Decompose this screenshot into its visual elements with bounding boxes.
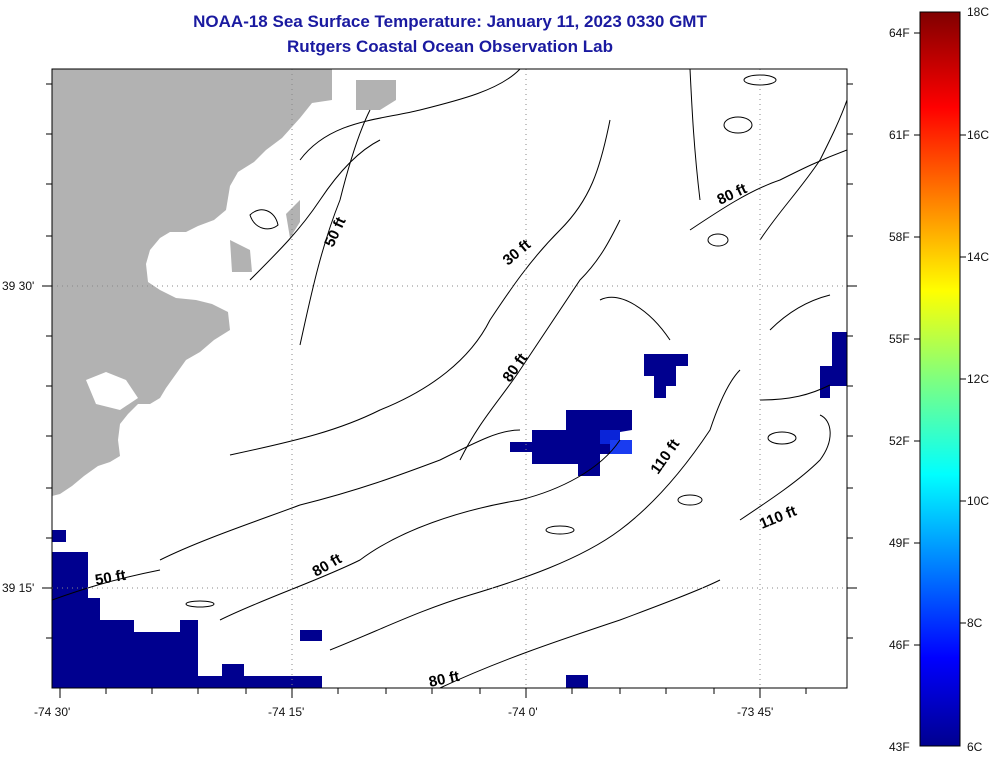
axis-ticks (42, 83, 857, 698)
bathymetry-contours (52, 69, 847, 688)
colorbar (919, 11, 961, 747)
colorbar-f-label: 64F (889, 26, 910, 40)
x-tick-label: -74 30' (34, 705, 71, 719)
map-subtitle: Rutgers Coastal Ocean Observation Lab (287, 37, 613, 56)
colorbar-f-label: 61F (889, 128, 910, 142)
map-title: NOAA-18 Sea Surface Temperature: January… (193, 12, 707, 31)
colorbar-c-label: 16C (967, 128, 990, 142)
contour-label-80ft-a: 80 ft (499, 350, 531, 385)
land-bay (86, 372, 138, 410)
colorbar-c-label: 12C (967, 372, 990, 386)
colorbar-c-label: 6C (967, 740, 983, 754)
land-area (52, 69, 332, 496)
x-tick-label: -74 15' (268, 705, 305, 719)
colorbar-c-label: 14C (967, 250, 990, 264)
colorbar-f-label: 55F (889, 332, 910, 346)
y-tick-label: 39 30' (2, 279, 35, 293)
contour-label-110ft-b: 110 ft (757, 503, 799, 533)
colorbar-ticks (914, 32, 966, 646)
grid-lines (52, 69, 847, 688)
colorbar-f-label: 46F (889, 638, 910, 652)
contour-label-50ft-b: 50 ft (94, 567, 127, 589)
contour-label-110ft-a: 110 ft (647, 436, 683, 477)
contour-label-80ft-b: 80 ft (715, 180, 750, 208)
colorbar-f-label: 49F (889, 536, 910, 550)
contour-label-80ft-d: 80 ft (427, 668, 461, 691)
contour-label-80ft-c: 80 ft (310, 550, 345, 580)
cold-water-patches (52, 332, 847, 688)
contour-label-50ft-a: 50 ft (321, 215, 349, 250)
warmer-water-patch-2 (610, 440, 632, 454)
colorbar-c-label: 18C (967, 5, 990, 19)
y-tick-label: 39 15' (2, 581, 35, 595)
colorbar-f-label: 58F (889, 230, 910, 244)
x-tick-label: -74 0' (508, 705, 538, 719)
colorbar-f-label: 43F (889, 740, 910, 754)
colorbar-c-label: 10C (967, 494, 990, 508)
land-inset (96, 328, 140, 362)
colorbar-c-label: 8C (967, 616, 983, 630)
land-blocks (230, 80, 396, 272)
colorbar-f-label: 52F (889, 434, 910, 448)
map-frame (51, 68, 848, 689)
x-tick-label: -73 45' (737, 705, 774, 719)
